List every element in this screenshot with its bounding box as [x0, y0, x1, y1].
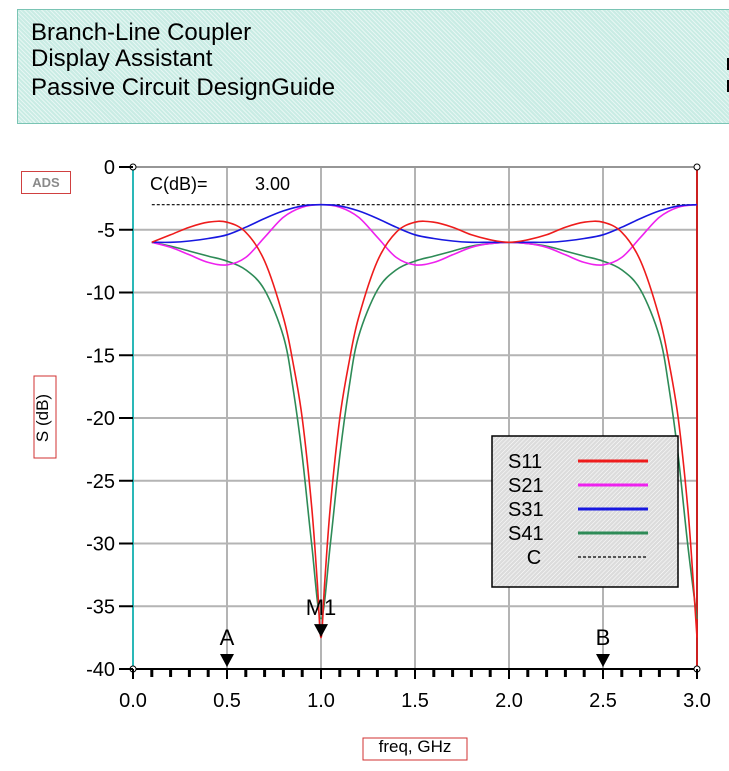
x-tick-label: 1.0	[307, 690, 335, 712]
x-tick-label: 1.5	[401, 690, 429, 712]
header-title-box: Branch-Line Coupler Display Assistant Pa…	[17, 9, 729, 124]
ads-logo: ADS	[21, 171, 71, 194]
series-line-s31	[151, 203, 698, 244]
marker-b-arrow-icon	[596, 654, 610, 667]
coupling-label: C(dB)=	[150, 174, 208, 194]
y-axis-label: S (dB)	[33, 394, 52, 442]
x-tick-label: 2.0	[495, 690, 523, 712]
legend-label-s31: S31	[508, 499, 544, 521]
marker-m1-arrow-icon	[314, 624, 328, 638]
marker-a-label: A	[220, 625, 235, 650]
y-tick-label: -35	[86, 596, 115, 618]
marker-a-arrow-icon	[220, 654, 234, 667]
legend-label-s21: S21	[508, 475, 544, 497]
x-tick-label: 0.5	[213, 690, 241, 712]
x-axis-label-box	[362, 737, 468, 761]
legend-label-c: C	[527, 547, 541, 569]
header-edge-mark	[721, 58, 729, 70]
y-tick-label: -15	[86, 345, 115, 367]
x-tick-label: 3.0	[683, 690, 711, 712]
coupling-value: 3.00	[255, 174, 290, 194]
y-tick-label: -10	[86, 283, 115, 305]
annotations: C(dB)= 3.00 A M1 B	[150, 174, 610, 667]
header-edge-mark	[721, 80, 729, 92]
marker-b-label: B	[596, 625, 611, 650]
header-title-line-3: Passive Circuit DesignGuide	[31, 74, 336, 101]
legend-label-s41: S41	[508, 523, 544, 545]
series-line-s41	[151, 241, 698, 620]
y-tick-label: -25	[86, 471, 115, 493]
axis-ticks: 0.0 0.5 1.0 1.5 2.0 2.5 3.00-5-10-15-20-25-30-…	[86, 157, 711, 712]
series-line-s11	[151, 220, 698, 639]
header-title-line-1: Branch-Line Coupler	[31, 19, 252, 46]
y-tick-label: -30	[86, 534, 115, 556]
marker-m1-label: M1	[306, 595, 337, 620]
axis-labels: freq, GHz S (dB)	[33, 375, 468, 761]
x-axis-label: freq, GHz	[379, 737, 452, 756]
grid	[132, 166, 698, 670]
legend-label-s11: S11	[508, 451, 542, 473]
y-axis-label-box	[33, 375, 57, 459]
header-title-line-2: Display Assistant	[31, 45, 213, 72]
x-tick-label: 2.5	[589, 690, 617, 712]
y-tick-label: -5	[97, 220, 115, 242]
corner-handle	[693, 163, 701, 171]
y-tick-label: -20	[86, 408, 115, 430]
y-tick-label: -40	[86, 659, 115, 681]
x-tick-label: 0.0	[119, 690, 147, 712]
series-lines	[151, 203, 698, 639]
y-tick-label: 0	[104, 157, 115, 179]
series-line-s21	[151, 203, 698, 266]
